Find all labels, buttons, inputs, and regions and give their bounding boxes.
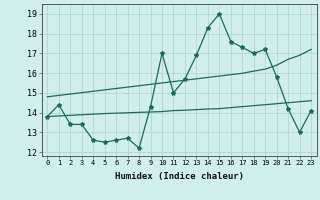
X-axis label: Humidex (Indice chaleur): Humidex (Indice chaleur) [115, 172, 244, 181]
